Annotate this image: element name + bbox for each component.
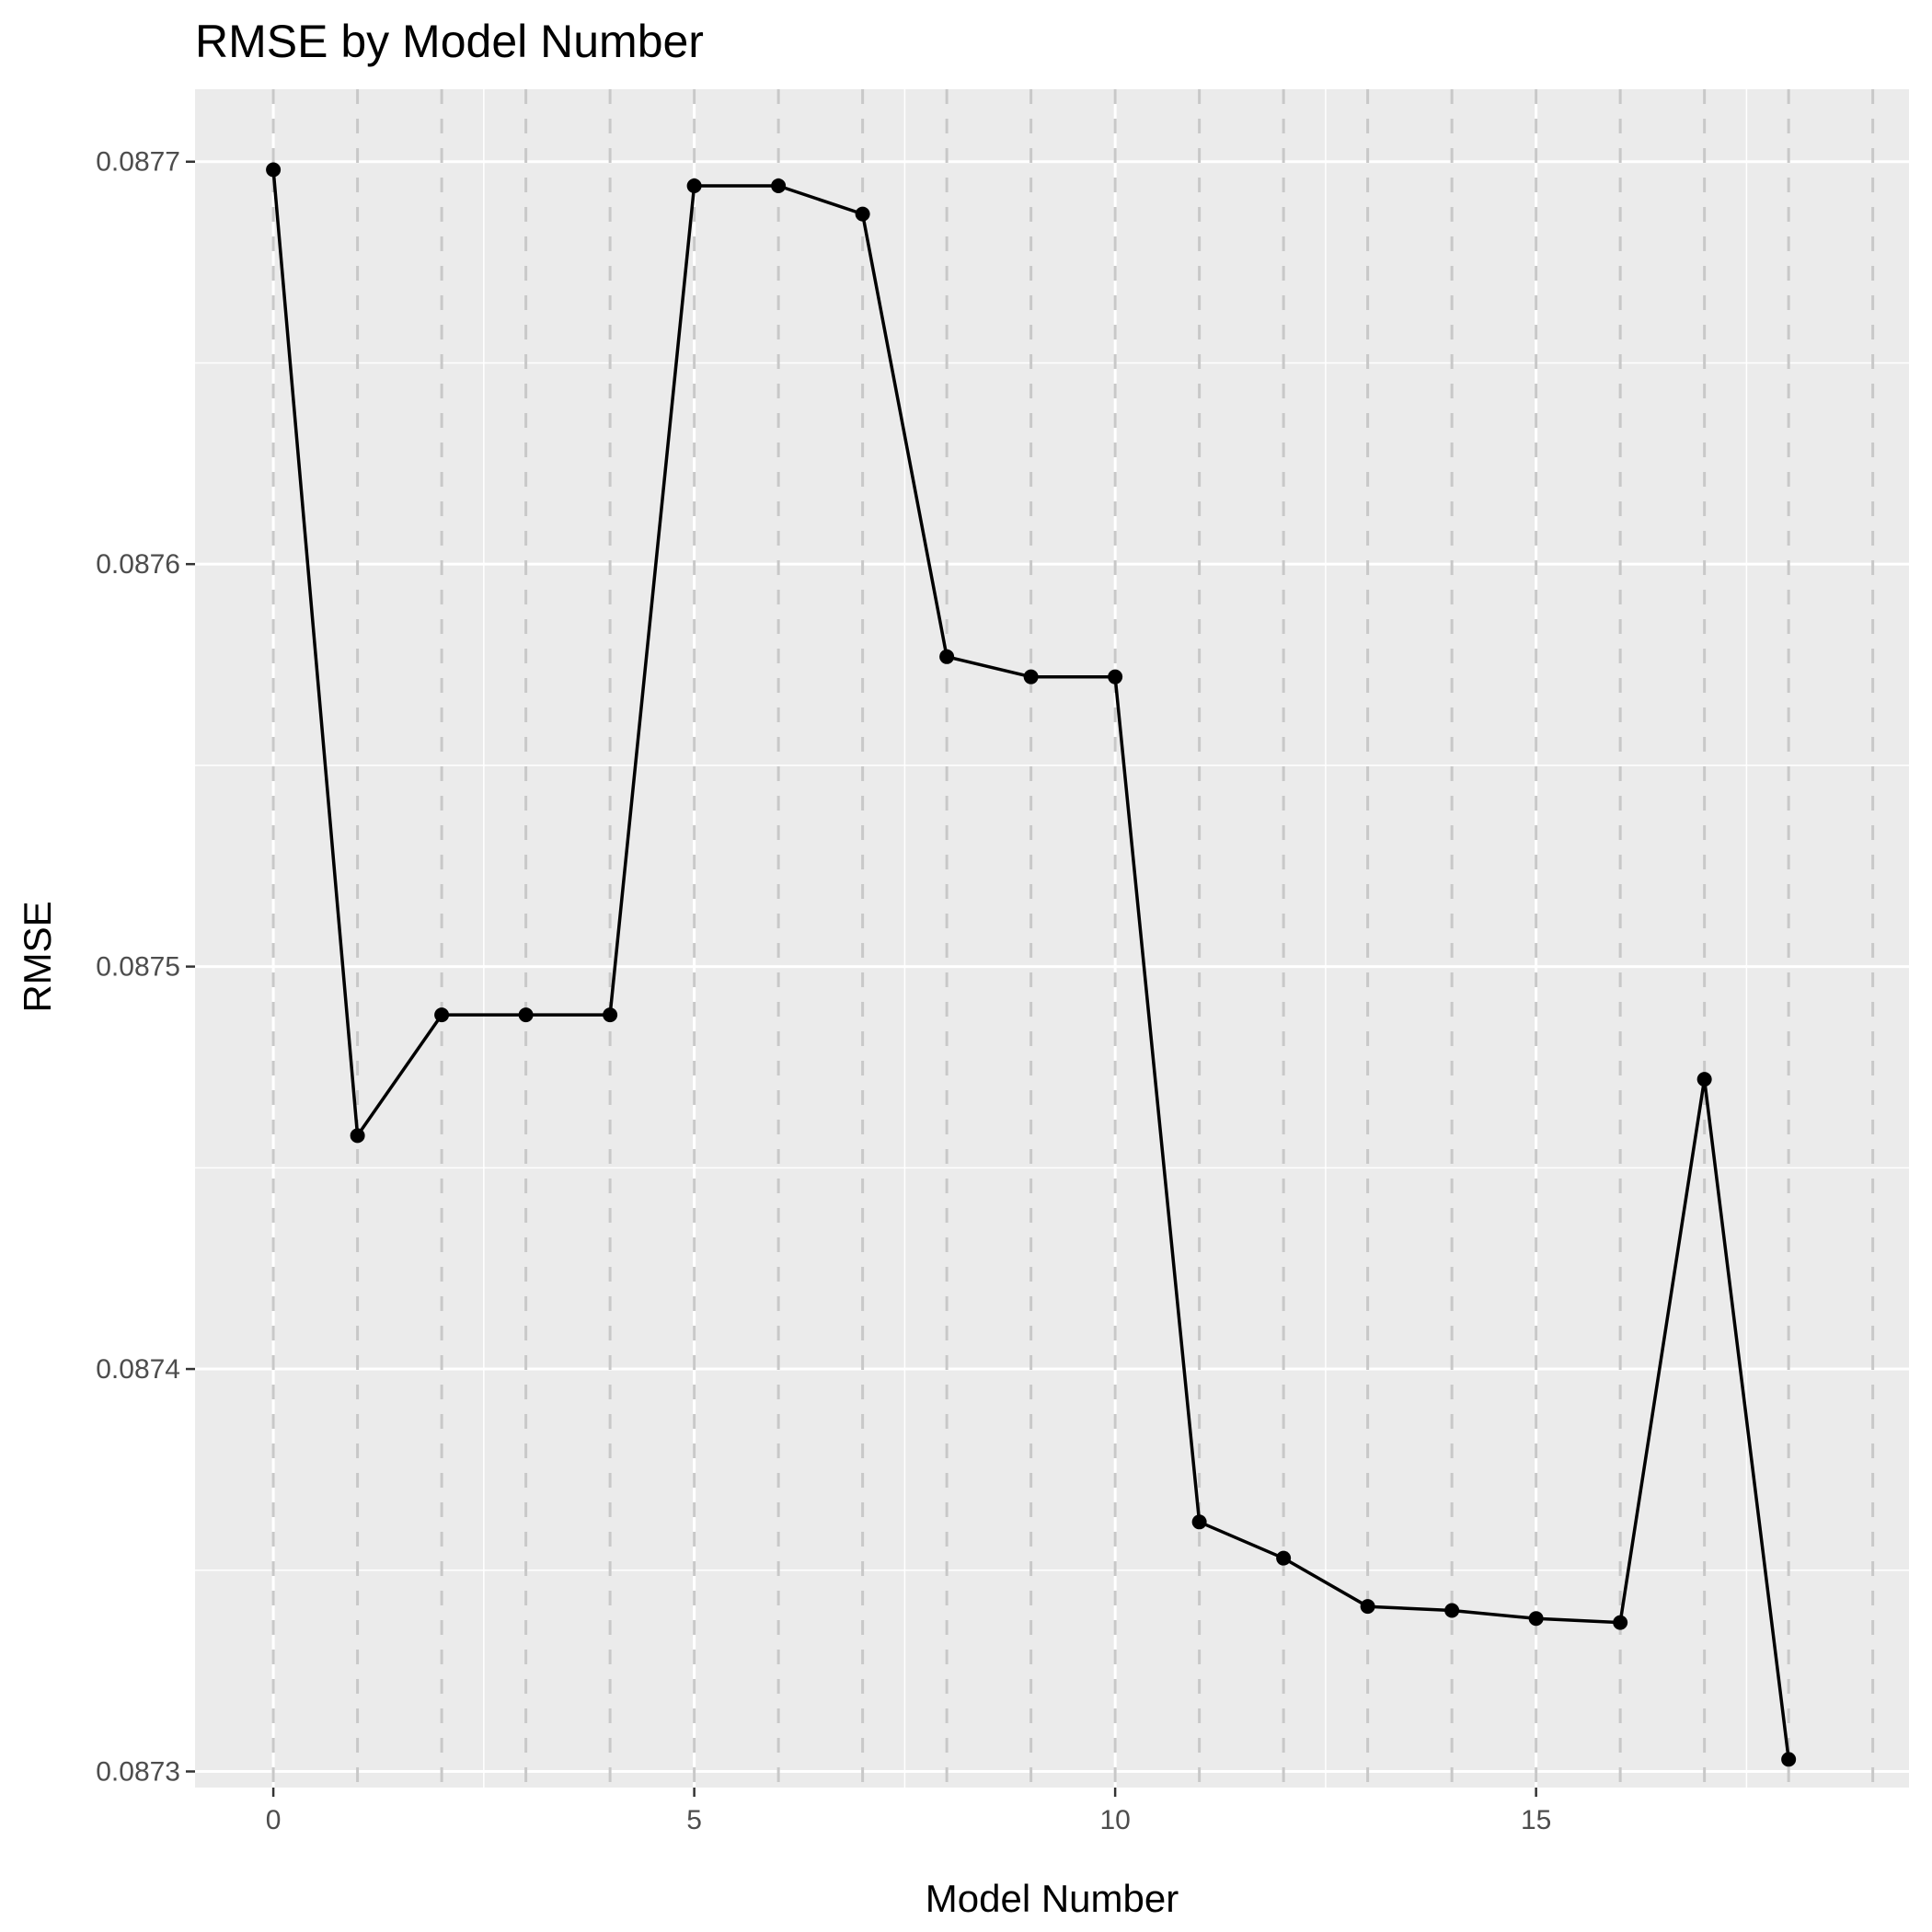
- data-point: [518, 1007, 534, 1023]
- chart-title: RMSE by Model Number: [195, 16, 704, 67]
- data-point: [855, 206, 870, 222]
- rmse-points: [266, 162, 1797, 1767]
- data-point: [686, 178, 702, 193]
- data-point: [1108, 669, 1123, 684]
- data-point: [771, 178, 787, 193]
- minor-gridlines: [195, 89, 1909, 1788]
- data-point: [1023, 669, 1039, 684]
- axis-ticks: [186, 160, 1537, 1797]
- data-point: [266, 162, 282, 178]
- dashed-vertical-lines: [271, 89, 1875, 1788]
- data-point: [1276, 1550, 1292, 1566]
- x-tick-label: 15: [1521, 1805, 1551, 1835]
- y-tick-label: 0.0875: [96, 952, 180, 983]
- y-tick-label: 0.0873: [96, 1757, 180, 1788]
- data-point: [434, 1007, 450, 1023]
- x-tick-label: 5: [686, 1805, 702, 1835]
- y-tick-label: 0.0874: [96, 1354, 180, 1385]
- data-point: [1781, 1752, 1797, 1767]
- panel-background: [195, 89, 1909, 1788]
- data-point: [1696, 1072, 1712, 1087]
- data-point: [1360, 1599, 1375, 1615]
- x-tick-label: 0: [266, 1805, 282, 1835]
- tick-labels: 0 5 10 15 0.0873 0.0874 0.0875 0.0876 0.0877: [96, 147, 1551, 1835]
- x-tick-label: 10: [1099, 1805, 1130, 1835]
- y-tick-label: 0.0877: [96, 147, 180, 178]
- data-point: [1613, 1615, 1628, 1630]
- x-axis-title: Model Number: [926, 1877, 1179, 1920]
- data-point: [1444, 1603, 1460, 1618]
- data-point: [1528, 1611, 1544, 1627]
- y-axis-title: RMSE: [16, 901, 59, 1012]
- data-point: [1191, 1514, 1207, 1530]
- y-tick-label: 0.0876: [96, 549, 180, 580]
- data-point: [350, 1128, 365, 1144]
- data-point: [603, 1007, 618, 1023]
- data-point: [939, 649, 955, 664]
